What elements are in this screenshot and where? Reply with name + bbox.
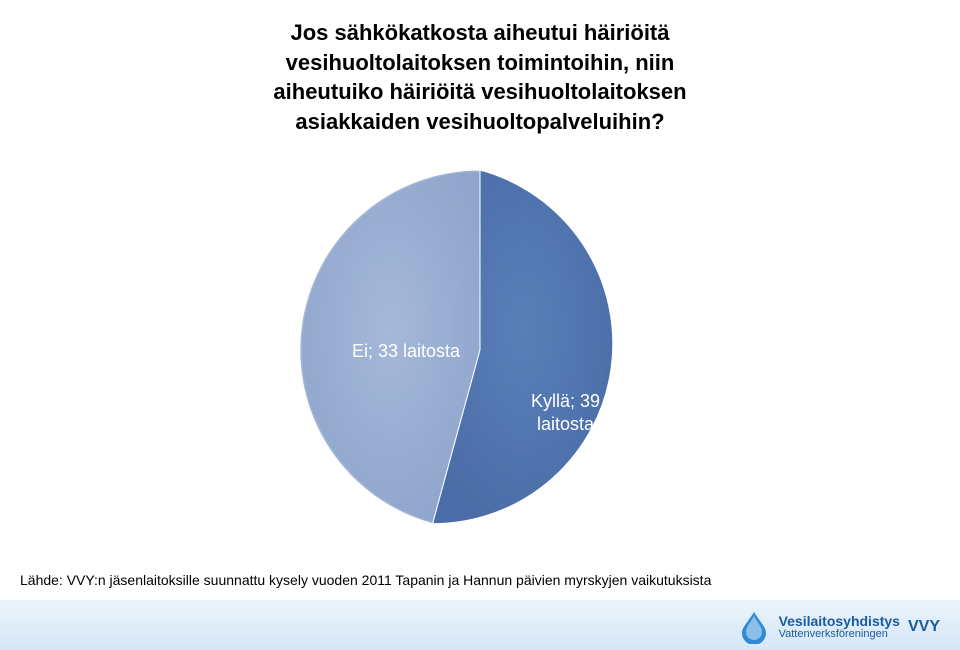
footer-logo: Vesilaitosyhdistys Vattenverksföreningen…	[737, 610, 940, 644]
droplet-icon	[737, 610, 771, 644]
logo-text: Vesilaitosyhdistys Vattenverksföreningen	[779, 614, 900, 640]
pie-svg	[300, 170, 660, 530]
logo-line-1: Vesilaitosyhdistys	[779, 614, 900, 629]
logo-tag: VVY	[908, 618, 940, 636]
chart-title: Jos sähkökatkosta aiheutui häiriöitä ves…	[0, 18, 960, 137]
logo-line-2: Vattenverksföreningen	[779, 629, 900, 641]
source-text: Lähde: VVY:n jäsenlaitoksille suunnattu …	[20, 572, 711, 588]
title-line-3: aiheutuiko häiriöitä vesihuoltolaitoksen	[0, 77, 960, 107]
pie-chart: Ei; 33 laitosta Kyllä; 39 laitosta	[300, 170, 660, 530]
title-line-2: vesihuoltolaitoksen toimintoihin, niin	[0, 48, 960, 78]
title-line-1: Jos sähkökatkosta aiheutui häiriöitä	[0, 18, 960, 48]
title-line-4: asiakkaiden vesihuoltopalveluihin?	[0, 107, 960, 137]
